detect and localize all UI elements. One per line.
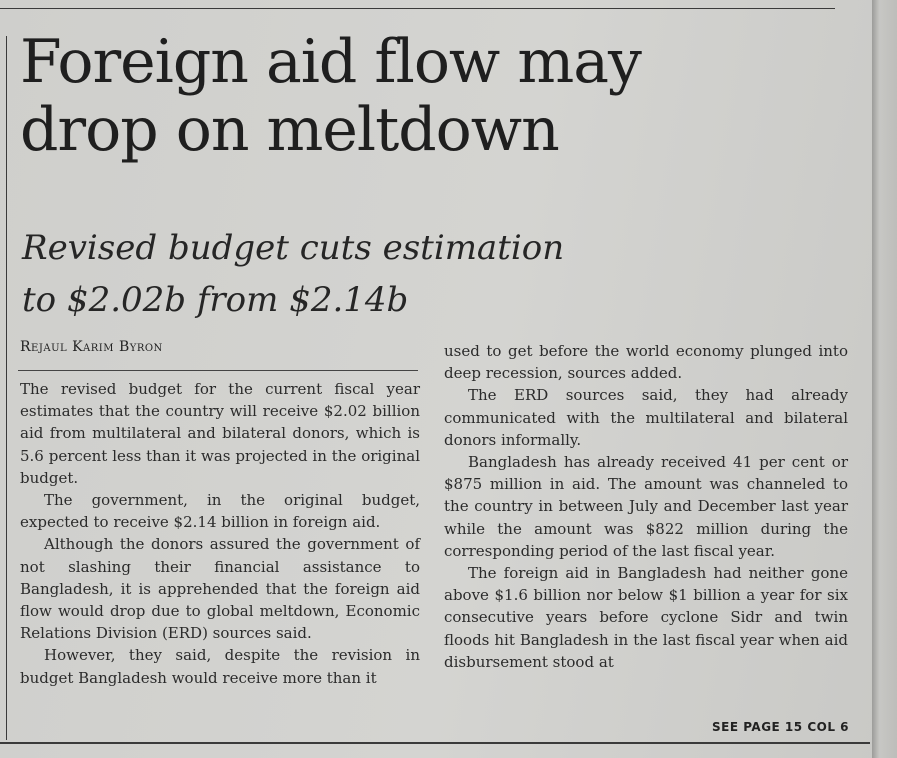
- headline-line-1: Foreign aid flow may: [20, 27, 642, 97]
- byline-rule: [18, 370, 418, 371]
- subheadline: Revised budget cuts estimation to $2.02b…: [22, 222, 842, 326]
- byline: Rejaul Karim Byron: [20, 339, 163, 355]
- headline: Foreign aid flow may drop on meltdown: [20, 28, 840, 164]
- paragraph: The government, in the original budget, …: [20, 491, 420, 532]
- left-rule: [6, 36, 7, 740]
- page-fold: [872, 0, 897, 758]
- top-rule: [0, 8, 835, 9]
- article-column-left: The revised budget for the current fisca…: [20, 378, 420, 689]
- continuation-note: SEE PAGE 15 COL 6: [712, 720, 849, 734]
- bottom-rule: [0, 742, 870, 744]
- paragraph: The revised budget for the current fisca…: [20, 380, 420, 487]
- headline-line-2: drop on meltdown: [20, 95, 560, 165]
- paragraph: Although the donors assured the governme…: [20, 535, 420, 643]
- paragraph: The foreign aid in Bangladesh had neithe…: [444, 564, 848, 671]
- paragraph: However, they said, despite the revision…: [20, 646, 420, 687]
- paragraph: The ERD sources said, they had already c…: [444, 386, 848, 449]
- article-column-right: used to get before the world economy plu…: [444, 340, 848, 673]
- subhead-line-1: Revised budget cuts estimation: [22, 228, 565, 268]
- paragraph: Bangladesh has already received 41 per c…: [444, 453, 848, 560]
- subhead-line-2: to $2.02b from $2.14b: [22, 280, 409, 320]
- paragraph: used to get before the world economy plu…: [444, 342, 848, 383]
